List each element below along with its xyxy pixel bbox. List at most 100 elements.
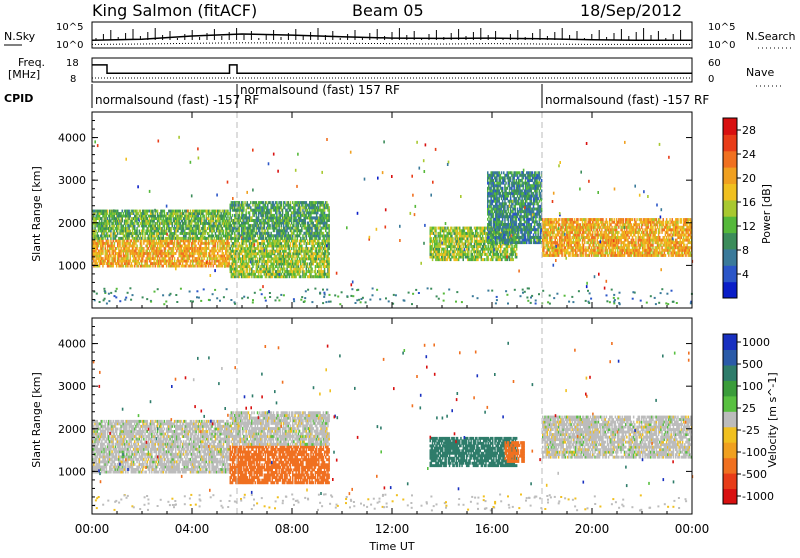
heat-cell: [461, 240, 463, 243]
heat-cell: [243, 270, 245, 273]
heat-cell: [300, 260, 302, 263]
heat-cell: [201, 250, 203, 253]
heat-cell: [122, 262, 124, 265]
heat-cell: [101, 217, 103, 220]
heat-cell: [134, 225, 136, 228]
heat-cell: [174, 242, 176, 245]
heat-cell: [115, 232, 117, 235]
heat-cell: [155, 265, 157, 268]
heat-cell: [291, 214, 293, 217]
heat-cell: [173, 215, 175, 218]
heat-cell: [157, 222, 159, 225]
heat-cell: [100, 255, 102, 258]
heat-cell: [209, 260, 211, 263]
heat-cell: [130, 255, 132, 258]
heat-cell: [320, 229, 322, 232]
heat-cell: [172, 222, 174, 225]
heat-cell: [134, 255, 136, 258]
heat-cell: [495, 245, 497, 248]
cpid-label: CPID: [4, 92, 33, 105]
heat-cell: [211, 260, 213, 263]
heat-cell: [305, 219, 307, 222]
heat-cell: [208, 215, 210, 218]
heat-cell: [239, 229, 241, 232]
heat-cell: [324, 270, 326, 273]
heat-cell: [476, 229, 478, 232]
heat-cell: [432, 242, 434, 245]
heat-cell: [200, 215, 202, 218]
heat-cell: [450, 250, 452, 253]
heat-cell: [147, 212, 149, 215]
heat-cell: [205, 225, 207, 228]
heat-cell: [152, 265, 154, 268]
heat-cell: [328, 247, 330, 250]
heat-cell: [118, 227, 120, 230]
heat-cell: [307, 262, 309, 265]
heat-cell: [242, 211, 244, 214]
heat-cell: [175, 252, 177, 255]
heat-cell: [436, 237, 438, 240]
heat-cell: [113, 247, 115, 250]
heat-cell: [153, 260, 155, 263]
heat-cell: [185, 212, 187, 215]
heat-cell: [222, 250, 224, 253]
heat-cell: [453, 248, 455, 251]
heat-cell: [276, 247, 278, 250]
heat-cell: [247, 270, 249, 273]
heat-cell: [180, 210, 182, 213]
heat-cell: [199, 227, 201, 230]
heat-cell: [106, 215, 108, 218]
heat-cell: [109, 225, 111, 228]
heat-cell: [102, 247, 104, 250]
freq-label-2: [MHz]: [8, 68, 40, 81]
heat-cell: [200, 255, 202, 258]
heat-cell: [102, 239, 104, 242]
heat-cell: [453, 242, 455, 245]
heat-cell: [123, 232, 125, 235]
heat-cell: [439, 256, 441, 259]
heat-cell: [164, 227, 166, 230]
heat-cell: [109, 260, 111, 263]
heat-cell: [184, 257, 186, 260]
heat-cell: [143, 250, 145, 253]
heat-cell: [142, 257, 144, 260]
heat-cell: [327, 204, 329, 207]
heat-cell: [114, 242, 116, 245]
heat-cell: [202, 212, 204, 215]
heat-cell: [308, 247, 310, 250]
heat-cell: [165, 257, 167, 260]
nsearch-label: N.Search: [746, 30, 796, 43]
heat-cell: [189, 250, 191, 253]
heat-cell: [177, 230, 179, 233]
heat-cell: [468, 240, 470, 243]
heat-cell: [155, 257, 157, 260]
heat-cell: [143, 242, 145, 245]
heat-cell: [192, 227, 194, 230]
heat-cell: [141, 245, 143, 248]
freq-tick-bottom: 8: [70, 74, 76, 85]
heat-cell: [168, 250, 170, 253]
heat-cell: [115, 250, 117, 253]
heat-cell: [481, 242, 483, 245]
heat-cell: [107, 247, 109, 250]
heat-cell: [447, 258, 449, 261]
heat-cell: [232, 232, 234, 235]
heat-cell: [228, 262, 230, 265]
heat-cell: [210, 222, 212, 225]
heat-cell: [253, 237, 255, 240]
heat-cell: [250, 201, 252, 204]
heat-cell: [269, 224, 271, 227]
heat-cell: [300, 275, 302, 278]
heat-cell: [108, 242, 110, 245]
heat-cell: [257, 257, 259, 260]
heat-cell: [216, 239, 218, 242]
date-title: 18/Sep/2012: [580, 1, 682, 20]
heat-cell: [127, 265, 129, 268]
freq-panel: Freq. [MHz] 18 8 60 0 Nave: [8, 56, 782, 86]
heat-cell: [161, 212, 163, 215]
heat-cell: [477, 258, 479, 261]
heat-cell: [226, 252, 228, 255]
heat-cell: [141, 262, 143, 265]
heat-cell: [116, 265, 118, 268]
heat-cell: [116, 247, 118, 250]
